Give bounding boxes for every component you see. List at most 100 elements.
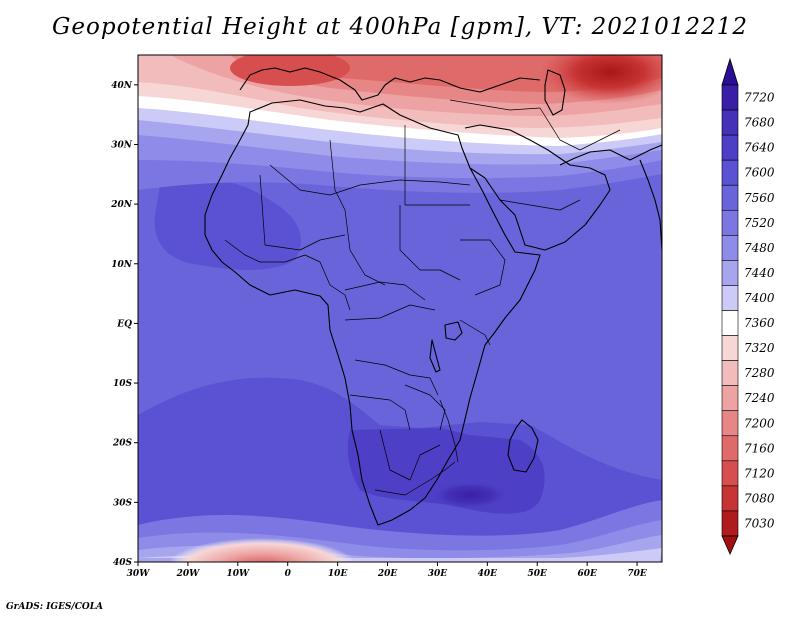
lat-tick-label: 40S (113, 558, 133, 568)
colorbar-swatch (721, 335, 739, 361)
lat-tick-label: 40N (111, 81, 133, 91)
colorbar-swatch (721, 510, 739, 537)
africa-coastline (204, 99, 541, 526)
colorbar-swatch (721, 485, 739, 512)
lon-tick-label: 0 (285, 569, 292, 579)
border-kenya-tanzania (459, 319, 491, 346)
north-east-low (540, 55, 662, 104)
border-sudan (399, 205, 461, 281)
border-car (344, 281, 426, 301)
colorbar-level-label: 7440 (744, 266, 775, 280)
colorbar-swatch (721, 310, 739, 336)
border-mali-niger (259, 174, 346, 251)
border-chad (344, 209, 386, 286)
map-frame (137, 54, 663, 563)
south-africa-max (430, 481, 510, 509)
colorbar-swatch (721, 184, 739, 211)
border-saudi (499, 199, 581, 211)
lat-tick-label: 20N (110, 200, 133, 210)
lon-tick-label: 20W (176, 569, 201, 579)
madagascar-coastline (507, 419, 539, 473)
colorbar-level-label: 7640 (744, 141, 775, 155)
colorbar-level-label: 7480 (744, 241, 775, 255)
lat-tick-label: 30N (111, 140, 133, 150)
country-borders (224, 99, 621, 496)
colorbar-level-label: 7680 (744, 116, 775, 130)
colorbar-swatch (721, 159, 739, 186)
lat-tick-label: 30S (113, 498, 133, 508)
lake-tanganyika (429, 339, 441, 373)
lat-tick-label: 10S (113, 379, 133, 389)
south-atlantic-low (168, 538, 356, 562)
colorbar-level-label: 7160 (744, 441, 775, 455)
border-west-africa (224, 239, 321, 263)
southern-band-4 (138, 548, 662, 562)
border-drc-south (354, 359, 439, 396)
colorbar-level-label: 7280 (744, 366, 775, 380)
colorbar-level-label: 7600 (744, 166, 775, 180)
colorbar-level-label: 7240 (744, 391, 775, 405)
lon-tick-label: 50E (528, 569, 548, 579)
arabia-coastline (464, 124, 611, 251)
colorbar-swatch (721, 285, 739, 311)
colorbar-swatch (721, 410, 739, 437)
lon-tick-label: 10E (328, 569, 348, 579)
border-sahara-north (269, 164, 471, 196)
colorbar: 7720 7680 7640 7600 7560 7520 7480 7440 7400 7360… (721, 57, 775, 555)
colorbar-swatch (721, 260, 739, 286)
colorbar-swatch (721, 209, 739, 236)
height-field (138, 55, 662, 562)
colorbar-bottom-arrow (721, 535, 739, 555)
lat-tick-label: 20S (112, 439, 133, 449)
lon-tick-label: 60E (577, 569, 597, 579)
border-angola (349, 394, 411, 431)
colorbar-level-label: 7360 (744, 316, 775, 330)
colorbar-level-label: 7080 (744, 491, 775, 505)
lon-tick-label: 70E (627, 569, 647, 579)
lon-tick-label: 20E (377, 569, 398, 579)
coastlines (204, 67, 662, 526)
border-namibia-botswana (379, 429, 441, 481)
lat-tick-label: 10N (111, 260, 133, 270)
india-coastline (639, 159, 662, 251)
colorbar-swatch (721, 134, 739, 161)
lon-tick-label: 30W (127, 569, 151, 579)
lat-tick-label: EQ (116, 319, 132, 329)
colorbar-level-label: 7320 (744, 341, 775, 355)
colorbar-level-label: 7030 (744, 516, 775, 530)
colorbar-top-arrow (721, 57, 739, 86)
latitude-axis: 40N 30N 20N 10N EQ 10S 20S 30S 40S (110, 81, 138, 568)
europe-coastline (239, 67, 541, 101)
colorbar-level-label: 7720 (744, 91, 775, 105)
border-algeria-libya (329, 139, 346, 211)
colorbar-swatch (721, 435, 739, 462)
lon-tick-label: 40E (478, 569, 498, 579)
colorbar-swatch (721, 360, 739, 386)
lon-tick-label: 10W (226, 569, 250, 579)
footer-credit: GrADS: IGES/COLA (6, 602, 104, 612)
colorbar-level-label: 7520 (744, 216, 775, 230)
colorbar-swatch (721, 109, 739, 136)
caspian-coastline (544, 69, 566, 116)
colorbar-swatch (721, 84, 739, 111)
persian-gulf-coastline (559, 144, 662, 166)
north-west-low (230, 55, 350, 86)
border-south-africa (374, 461, 456, 496)
colorbar-swatch (721, 385, 739, 412)
border-mozambique (439, 399, 459, 463)
colorbar-level-label: 7560 (744, 191, 775, 205)
colorbar-level-label: 7200 (744, 416, 775, 430)
border-nigeria-cameroon (319, 261, 351, 311)
colorbar-level-label: 7120 (744, 466, 775, 480)
colorbar-swatch (721, 235, 739, 261)
border-turkey-syria (449, 99, 541, 111)
colorbar-swatch (721, 460, 739, 487)
west-africa-high (154, 178, 301, 270)
lake-victoria (444, 321, 463, 341)
border-zambia (404, 384, 446, 431)
border-iran (539, 107, 621, 151)
colorbar-level-label: 7400 (744, 291, 775, 305)
border-drc-north (344, 304, 436, 321)
longitude-axis: 30W 20W 10W 0 10E 20E 30E 40E 50E 60E 70E (127, 562, 647, 579)
